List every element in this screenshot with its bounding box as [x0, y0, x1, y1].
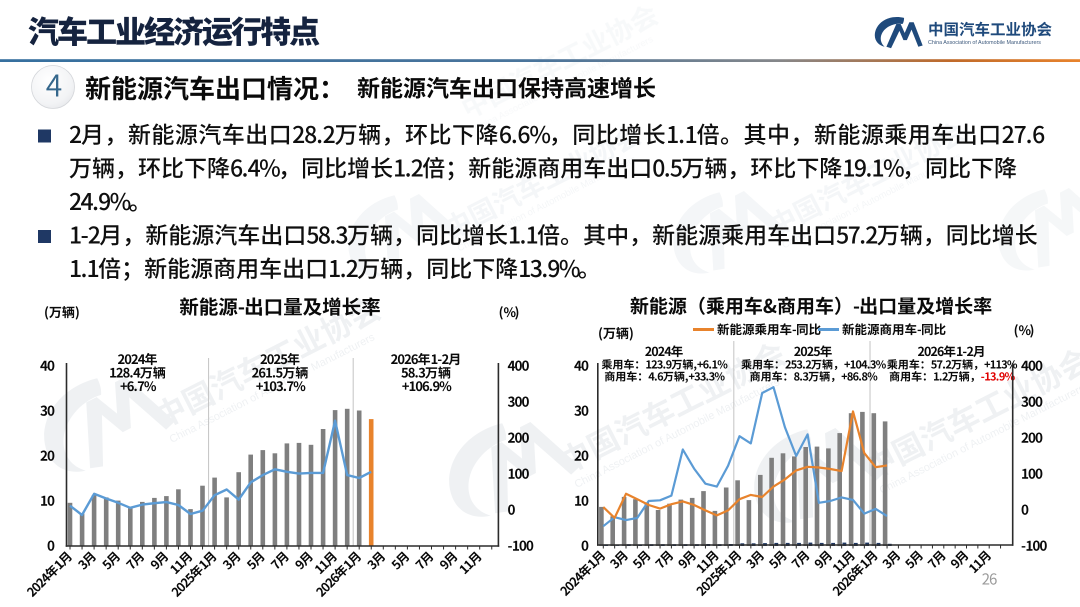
svg-text:China Association of Automobil: China Association of Automobile Manufact…	[928, 40, 1041, 46]
